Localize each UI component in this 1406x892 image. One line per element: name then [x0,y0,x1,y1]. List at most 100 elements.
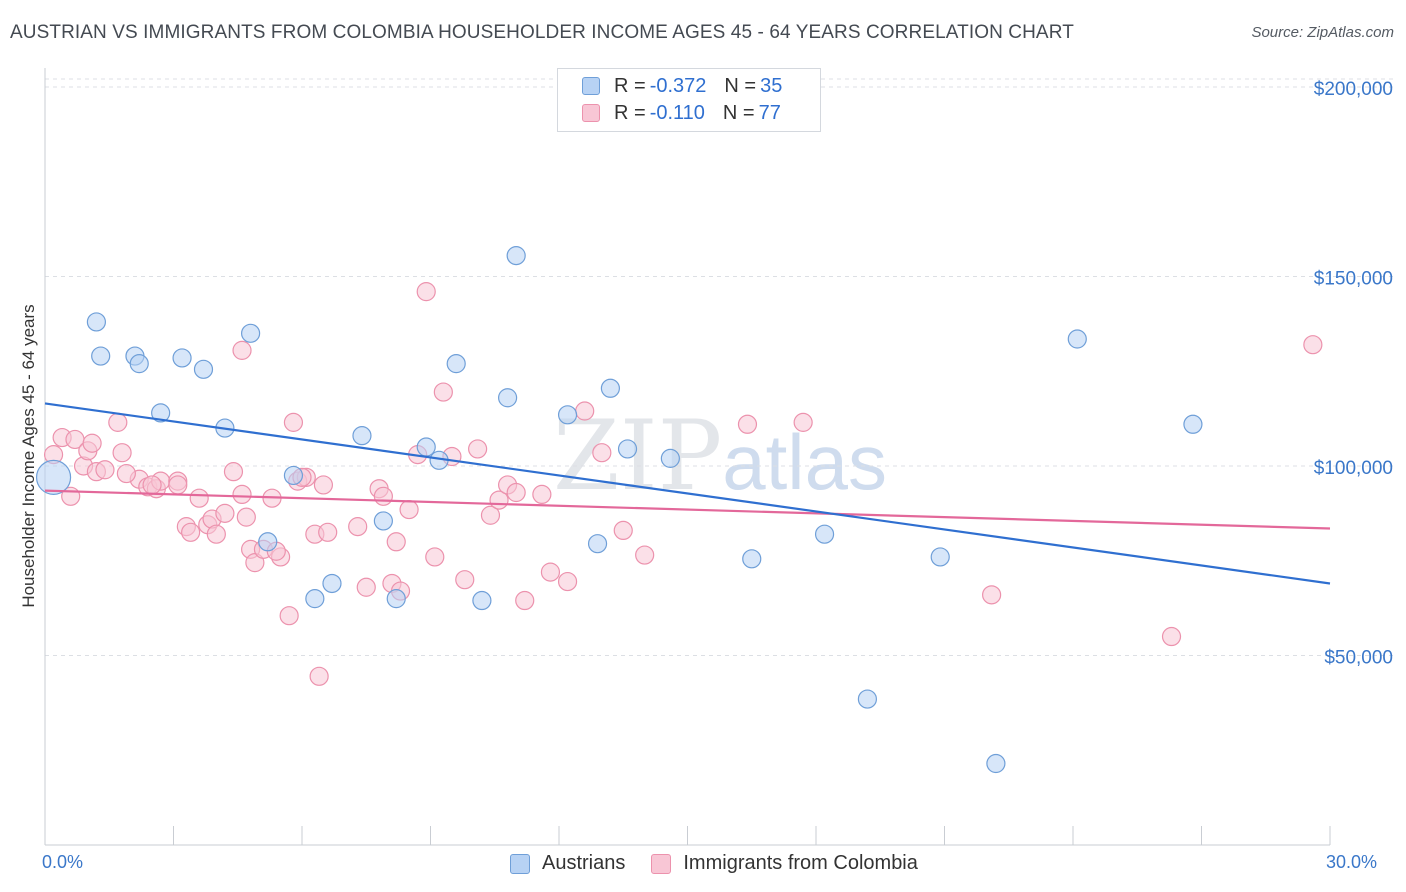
colombia-point [592,443,612,463]
colombia-point [108,412,128,432]
series-label-colombia: Immigrants from Colombia [683,852,918,874]
colombia-point [279,606,299,626]
austrian-point [151,403,171,423]
colombia-point [515,590,535,611]
colombia-point [416,282,436,302]
y-tick-label: $200,000 [1314,79,1393,100]
colombia-point [348,517,368,537]
colombia-trend-line [44,489,1331,530]
austrian-point [258,532,278,552]
austrian-point [587,534,608,554]
austrian-point [617,439,638,459]
colombia-point [1161,626,1182,647]
legend-row-colombia: R = -0.110 N = 77 [582,102,781,124]
chart-title: AUSTRIAN VS IMMIGRANTS FROM COLOMBIA HOU… [10,22,1074,43]
colombia-point [425,547,445,567]
colombia-point [309,666,329,686]
legend-n-label: N = [724,74,757,97]
series-swatch-austrians [510,853,530,874]
colombia-point [540,562,561,582]
colombia-point [232,340,252,360]
legend-row-austrians: R = -0.372 N = 35 [582,75,782,97]
legend-n-value: 77 [758,101,781,124]
colombia-point [356,577,376,597]
colombia-point [433,382,453,402]
colombia-point [575,401,595,421]
austrian-point [373,511,393,531]
source-label: Source: ZipAtlas.com [1251,24,1394,41]
colombia-point [236,507,256,527]
austrian-point [241,323,261,343]
austrian-point [557,405,578,425]
colombia-point [613,520,633,541]
colombia-point [399,499,419,520]
austrian-point [857,689,878,709]
austrian-point [600,378,621,398]
colombia-point [386,532,406,552]
austrian-point [472,590,492,611]
colombia-point [532,484,552,505]
austrian-point [1183,414,1203,434]
colombia-point [168,475,188,495]
austrian-point [305,589,325,609]
austrian-point [193,359,214,379]
colombia-point [215,503,235,523]
colombia-point [223,462,244,482]
colombia-points [43,282,1323,686]
gridlines [45,78,1395,656]
trend-lines [44,402,1331,585]
correlation-legend: R = -0.372 N = 35 R = -0.110 N = 77 [557,68,821,132]
austrian-point [742,549,762,569]
legend-r-label: R = [614,74,646,97]
austrian-point [986,753,1006,774]
legend-r-value: -0.372 [649,74,707,97]
colombia-point [506,482,526,503]
austrian-point [506,246,526,266]
y-tick-labels: $50,000 $100,000 $150,000 $200,000 [1314,79,1393,669]
colombia-point [1303,335,1323,355]
colombia-point [468,439,488,459]
colombia-point [318,522,338,542]
colombia-point [557,571,578,592]
colombia-point [112,443,132,463]
legend-n-label: N = [722,101,755,124]
colombia-point [142,475,162,495]
colombia-point [793,412,813,432]
legend-r-value: -0.110 [649,101,705,124]
legend-swatch-colombia [582,104,600,122]
y-tick-label: $150,000 [1314,268,1393,289]
colombia-point [480,505,501,525]
series-legend-colombia: Immigrants from Colombia [651,852,918,875]
austrian-point [660,448,680,468]
axes [44,68,1331,846]
austrian-point [386,589,406,609]
colombia-point [116,463,136,484]
x-tick-min: 0.0% [42,852,84,872]
y-tick-label: $100,000 [1314,458,1393,479]
austrian-point [814,524,835,544]
austrian-point [35,459,72,495]
colombia-point [189,488,209,508]
austrian-point [283,465,304,486]
colombia-point [455,570,475,590]
colombia-point [206,524,226,544]
colombia-point [737,414,758,434]
austrian-points [35,246,1203,774]
austrian-trend-line [44,402,1331,585]
austrian-point [172,348,192,368]
legend-swatch-austrians [582,77,600,95]
colombia-point [181,522,201,542]
austrian-point [129,354,149,374]
legend-r-label: R = [614,101,646,124]
y-axis-label: Householder Income Ages 45 - 64 years [19,304,38,607]
series-swatch-colombia [651,853,672,874]
colombia-point [982,585,1002,605]
colombia-point [373,486,393,506]
austrian-point [352,426,372,446]
colombia-point [313,475,334,495]
series-label-austrians: Austrians [542,852,626,874]
austrian-point [1067,329,1087,349]
legend-n-value: 35 [760,74,783,97]
austrian-point [498,388,518,408]
